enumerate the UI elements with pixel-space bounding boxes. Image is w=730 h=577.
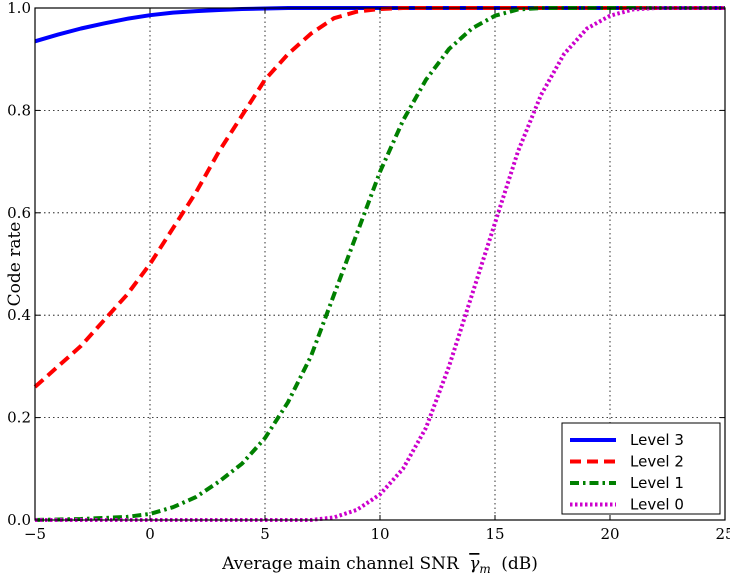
y-tick-label: 1.0 [7, 0, 31, 17]
x-tick-label: 15 [485, 525, 504, 543]
x-axis-title-symbol: γ [469, 554, 480, 574]
x-tick-label: 25 [715, 525, 730, 543]
legend-label: Level 1 [630, 474, 684, 492]
legend-label: Level 2 [630, 453, 684, 471]
tick-labels: −5 0 5 10 15 20 25 0.0 0.2 0.4 0.6 0.8 1.0 [7, 0, 730, 543]
ticks [34, 7, 726, 521]
legend-label: Level 0 [630, 496, 684, 514]
y-tick-label: 0.8 [7, 101, 31, 119]
x-tick-label: 5 [260, 525, 270, 543]
y-axis-title: Code rate [5, 222, 25, 307]
series-line-level-0 [35, 6, 725, 522]
x-axis-title-unit: (dB) [501, 554, 538, 574]
series-line-level-1 [34, 6, 725, 522]
x-axis-title-text: Average main channel SNR [221, 554, 460, 574]
legend: Level 3 Level 2 Level 1 Level 0 [561, 422, 721, 515]
x-axis-title-subscript: m [479, 562, 490, 576]
x-tick-label: 10 [370, 525, 389, 543]
y-tick-label: 0.2 [7, 409, 31, 427]
y-tick-label: 0.4 [7, 306, 31, 324]
x-tick-label: 20 [600, 525, 619, 543]
y-tick-label: 0.0 [7, 511, 31, 529]
legend-label: Level 3 [630, 431, 684, 449]
x-tick-label: −5 [24, 525, 46, 543]
x-tick-label: 0 [145, 525, 155, 543]
y-tick-label: 0.6 [7, 204, 31, 222]
x-axis-title: Average main channel SNR γm (dB) [221, 554, 538, 577]
